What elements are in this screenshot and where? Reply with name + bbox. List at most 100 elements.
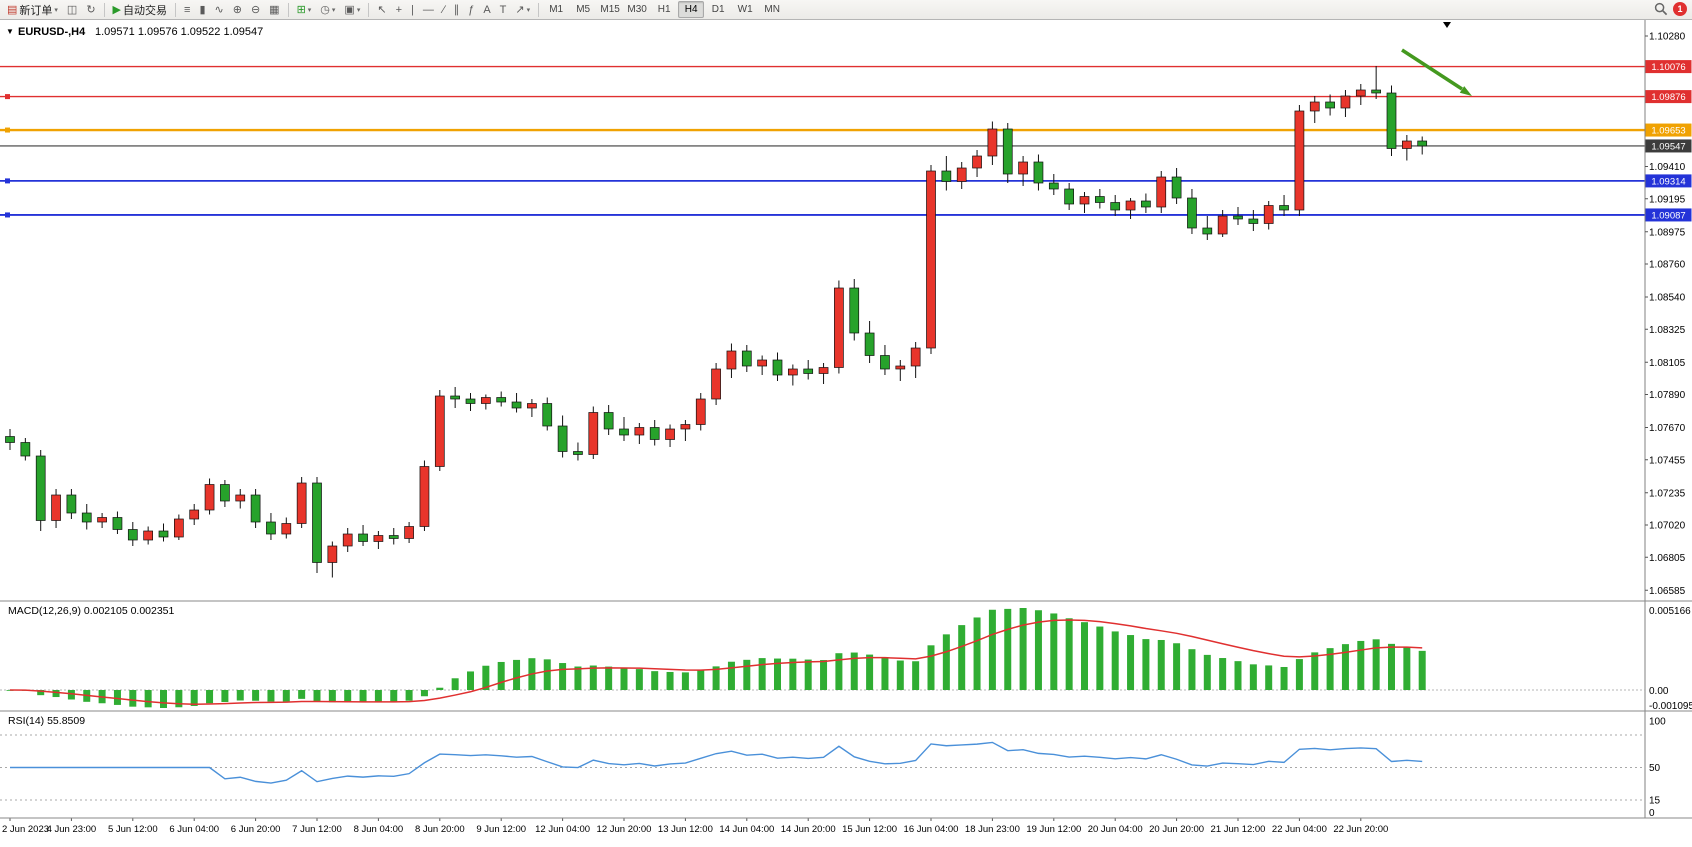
svg-text:20 Jun 04:00: 20 Jun 04:00: [1088, 824, 1143, 835]
svg-text:1.06585: 1.06585: [1649, 586, 1686, 597]
channel-button[interactable]: ∥: [450, 1, 464, 19]
crosshair-button[interactable]: +: [392, 1, 406, 19]
chevron-down-icon: ▾: [307, 6, 312, 14]
timeframe-m15[interactable]: M15: [600, 4, 620, 15]
svg-text:100: 100: [1649, 717, 1666, 728]
toolbar-separator: [175, 2, 177, 17]
symbol-period-label: EURUSD-,H4: [18, 26, 86, 38]
hline-button[interactable]: —: [419, 1, 438, 19]
text-label-icon: T: [499, 3, 507, 16]
svg-text:9 Jun 12:00: 9 Jun 12:00: [476, 824, 526, 835]
level-lines[interactable]: [0, 65, 1645, 218]
svg-text:1.07235: 1.07235: [1649, 488, 1686, 499]
templates-button[interactable]: ▣ ▾: [340, 1, 364, 19]
search-icon[interactable]: [1654, 2, 1668, 16]
svg-text:12 Jun 20:00: 12 Jun 20:00: [597, 824, 652, 835]
svg-text:13 Jun 12:00: 13 Jun 12:00: [658, 824, 713, 835]
arrows-button[interactable]: ↗ ▾: [511, 1, 534, 19]
autotrade-play-icon: ▶: [112, 3, 122, 16]
svg-text:1.09547: 1.09547: [1651, 141, 1685, 152]
svg-text:1.07020: 1.07020: [1649, 521, 1686, 532]
timeframe-w1[interactable]: W1: [737, 4, 753, 15]
cursor-icon: ↖: [377, 3, 387, 16]
svg-text:0.00: 0.00: [1649, 686, 1669, 697]
crosshair-icon: +: [395, 3, 402, 16]
timeframe-m5[interactable]: M5: [576, 4, 591, 15]
svg-text:19 Jun 12:00: 19 Jun 12:00: [1026, 824, 1081, 835]
price-badge: 1.09876: [1645, 90, 1692, 104]
timeframe-h4[interactable]: H4: [678, 1, 705, 18]
chart-area[interactable]: 1.10280 1.09410 1.09195 1.08975 1.08760 1.085…: [0, 20, 1692, 842]
price-badge: 1.10076: [1645, 60, 1692, 74]
price-badge: 1.09087: [1645, 208, 1692, 222]
svg-text:16 Jun 04:00: 16 Jun 04:00: [904, 824, 959, 835]
price-chart[interactable]: 1.10280 1.09410 1.09195 1.08975 1.08760 1.085…: [0, 20, 1692, 842]
autotrade-button[interactable]: ▶ 自动交易: [109, 1, 171, 19]
chevron-down-icon: ▾: [54, 6, 58, 14]
vline-button[interactable]: |: [407, 1, 418, 19]
clock-icon: ◷: [320, 3, 330, 16]
svg-text:18 Jun 23:00: 18 Jun 23:00: [965, 824, 1020, 835]
svg-text:1.09195: 1.09195: [1649, 194, 1686, 205]
zoom-out-icon: ⊖: [250, 3, 261, 16]
svg-text:1.07890: 1.07890: [1649, 390, 1686, 401]
svg-text:1.08105: 1.08105: [1649, 358, 1686, 369]
bar-chart-icon: ≡: [184, 3, 191, 16]
text-button[interactable]: A: [479, 1, 494, 19]
price-badge: 1.09314: [1645, 174, 1692, 188]
timeframe-m30[interactable]: M30: [627, 4, 647, 15]
toolbar-separator: [103, 2, 105, 17]
zoom-in-button[interactable]: ⊕: [229, 1, 246, 19]
price-axis[interactable]: 1.10280 1.09410 1.09195 1.08975 1.08760 1.085…: [1644, 20, 1692, 818]
line-chart-button[interactable]: ∿: [211, 1, 228, 19]
rsi-indicator-label: RSI(14) 55.8509: [8, 715, 85, 727]
periods-button[interactable]: ◷ ▾: [316, 1, 339, 19]
svg-text:1.09653: 1.09653: [1651, 126, 1685, 137]
svg-text:50: 50: [1649, 763, 1661, 774]
macd-histogram: [6, 608, 1426, 708]
svg-text:1.07670: 1.07670: [1649, 423, 1686, 434]
chart-expand-icon[interactable]: ▼: [6, 27, 14, 36]
svg-text:20 Jun 20:00: 20 Jun 20:00: [1149, 824, 1204, 835]
timeframe-mn[interactable]: MN: [764, 4, 780, 15]
svg-text:22 Jun 04:00: 22 Jun 04:00: [1272, 824, 1327, 835]
toolbar-separator: [287, 2, 289, 17]
candlestick-button[interactable]: ▮: [195, 1, 209, 19]
indicators-button[interactable]: ⊞ ▾: [293, 1, 316, 19]
fibonacci-button[interactable]: ƒ: [464, 1, 478, 19]
tile-windows-button[interactable]: ▦: [265, 1, 283, 19]
svg-text:14 Jun 04:00: 14 Jun 04:00: [719, 824, 774, 835]
svg-text:1.08540: 1.08540: [1649, 293, 1686, 304]
macd-signal-line: [9, 619, 1423, 705]
new-order-button-label: 新订单: [19, 4, 53, 17]
arrows-icon: ↗: [515, 3, 525, 16]
svg-text:21 Jun 12:00: 21 Jun 12:00: [1211, 824, 1266, 835]
svg-text:1.10076: 1.10076: [1651, 62, 1685, 73]
template-icon: ▣: [344, 3, 355, 16]
trendline-button[interactable]: ∕: [439, 1, 449, 19]
trend-arrow-annotation[interactable]: [1401, 48, 1472, 96]
svg-text:1.10280: 1.10280: [1649, 32, 1686, 43]
bar-chart-button[interactable]: ≡: [180, 1, 194, 19]
timeframe-m1[interactable]: M1: [549, 4, 564, 15]
new-order-button[interactable]: ▤ 新订单 ▾: [3, 1, 62, 19]
chevron-down-icon: ▾: [356, 6, 361, 14]
svg-text:8 Jun 20:00: 8 Jun 20:00: [415, 824, 465, 835]
refresh-button[interactable]: ↻: [82, 1, 99, 19]
cursor-button[interactable]: ↖: [373, 1, 390, 19]
timeframe-h1[interactable]: H1: [657, 4, 671, 15]
macd-panel: 0.005166 0.00 -0.001095: [0, 606, 1692, 712]
svg-text:2 Jun 2023: 2 Jun 2023: [2, 824, 49, 835]
zoom-out-button[interactable]: ⊖: [247, 1, 264, 19]
rsi-panel: 100 50 150: [0, 717, 1666, 819]
svg-text:14 Jun 20:00: 14 Jun 20:00: [781, 824, 836, 835]
label-button[interactable]: T: [496, 1, 511, 19]
chart-shift-marker[interactable]: [1443, 22, 1451, 28]
timeframe-d1[interactable]: D1: [711, 4, 725, 15]
svg-text:1.08760: 1.08760: [1649, 260, 1686, 271]
charts-window-button[interactable]: ◫: [63, 1, 81, 19]
notification-badge[interactable]: 1: [1673, 2, 1687, 16]
toolbar: ▤ 新订单 ▾ ◫ ↻ ▶ 自动交易 ≡ ▮ ∿ ⊕ ⊖ ▦ ⊞ ▾ ◷ ▾ ▣ ▾ ↖ + | — ∕ ∥ ƒ A T ↗ ▾ M1 M5 M…: [0, 0, 1692, 20]
svg-text:22 Jun 20:00: 22 Jun 20:00: [1333, 824, 1388, 835]
